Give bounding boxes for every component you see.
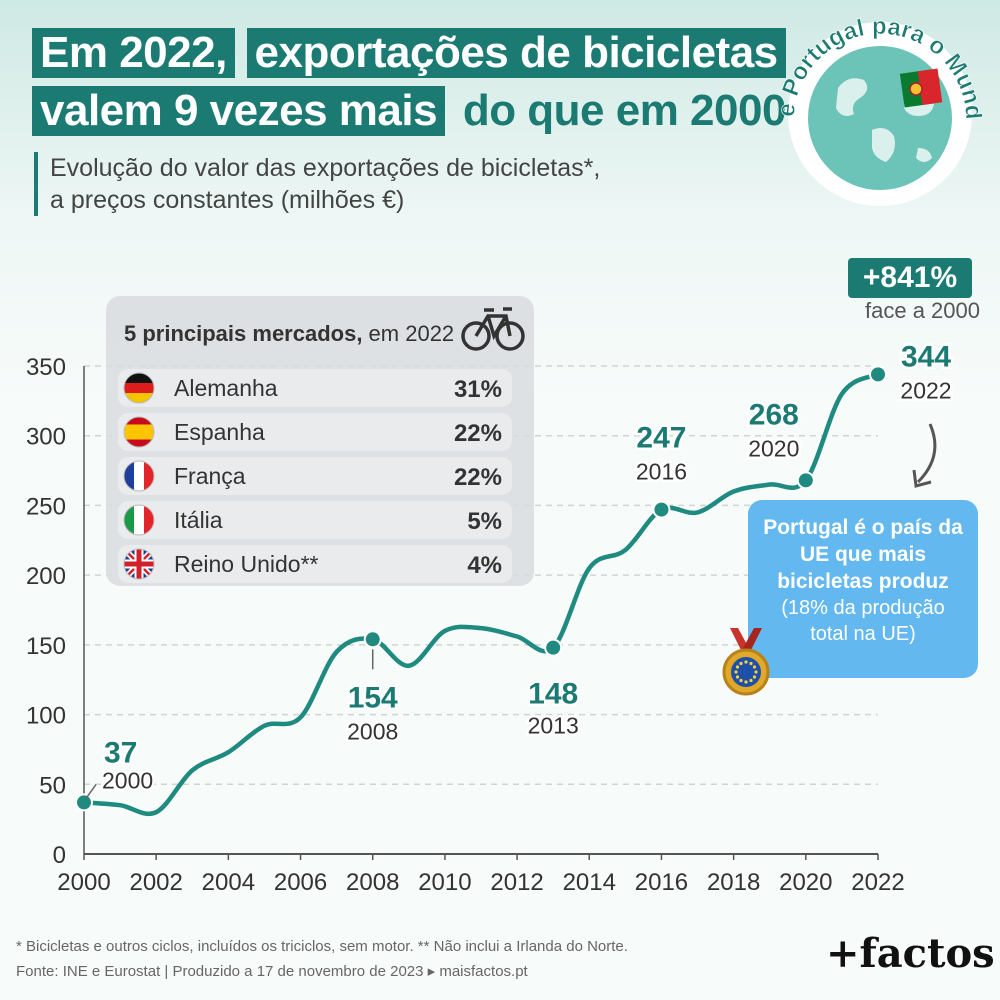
callout-bold-text: Portugal é o país da UE que mais bicicle… (763, 516, 963, 593)
subtitle-line-1: Evolução do valor das exportações de bic… (50, 154, 601, 182)
legend-row: Itália 5% (118, 501, 512, 539)
annotation-value: 148 (528, 678, 578, 711)
annotation-value: 247 (636, 422, 686, 455)
y-tick-label: 50 (39, 772, 66, 799)
arrow-head-icon (912, 469, 932, 488)
y-tick-label: 350 (26, 354, 66, 381)
curved-arrow-icon (916, 423, 937, 484)
legend-share: 5% (467, 508, 502, 535)
annotation-year: 2000 (102, 767, 153, 793)
data-point-marker (796, 471, 815, 490)
legend-country: Reino Unido** (174, 551, 319, 577)
data-point-marker (544, 638, 563, 657)
legend-share: 22% (454, 420, 502, 447)
annotation-year: 2013 (528, 713, 579, 739)
y-tick-label: 0 (53, 842, 66, 869)
growth-badge-label: face a 2000 (865, 298, 980, 323)
legend-row: França 22% (118, 457, 512, 495)
annotation-year: 2020 (748, 435, 799, 461)
legend-row: Reino Unido** 4% (118, 545, 512, 583)
germany-flag-icon (124, 373, 154, 403)
top-markets-legend: 5 principais mercados, em 2022 Alemanha 3… (106, 296, 534, 586)
annotation-value: 344 (901, 340, 951, 373)
title-plain-2: do que em 2000 (462, 86, 787, 135)
x-tick-label: 2016 (635, 869, 688, 896)
chart-subtitle: Evolução do valor das exportações de bic… (34, 152, 710, 216)
y-axis-ticks: 0 50 100 150 200 250 300 350 (26, 354, 66, 869)
leader-line (85, 783, 97, 799)
data-point-marker (652, 500, 671, 519)
footnote: * Bicicletas e outros ciclos, incluídos … (16, 938, 628, 955)
legend-country: França (174, 463, 246, 489)
series-line (81, 372, 881, 817)
annotation-year: 2008 (347, 718, 398, 744)
x-tick-label: 2004 (202, 869, 255, 896)
legend-share: 4% (467, 552, 502, 579)
legend-row: Espanha 22% (118, 413, 512, 451)
data-point-marker (363, 630, 382, 649)
bicycle-icon (461, 307, 525, 351)
x-tick-label: 2022 (851, 869, 904, 896)
france-flag-icon (124, 461, 154, 491)
x-tick-label: 2006 (274, 869, 327, 896)
x-tick-label: 2020 (779, 869, 832, 896)
callout-normal-text: (18% da produção total na UE) (781, 597, 945, 645)
x-tick-label: 2008 (346, 869, 399, 896)
legend-country: Itália (174, 507, 223, 533)
legend-country: Alemanha (174, 375, 278, 401)
y-tick-label: 100 (26, 703, 66, 730)
title-highlight-2: valem 9 vezes mais (32, 86, 446, 136)
subtitle-line-2: a preços constantes (milhões €) (50, 186, 405, 214)
x-tick-label: 2018 (707, 869, 760, 896)
x-tick-label: 2010 (418, 869, 471, 896)
x-tick-label: 2014 (563, 869, 616, 896)
y-tick-label: 300 (26, 424, 66, 451)
data-point-marker (869, 365, 887, 384)
x-tick-label: 2012 (490, 869, 543, 896)
y-tick-label: 150 (26, 633, 66, 660)
annotation-year: 2016 (636, 459, 687, 485)
annotation-year: 2022 (900, 377, 951, 403)
uk-flag-icon (124, 549, 154, 579)
data-point-marker (75, 793, 93, 812)
y-tick-label: 250 (26, 493, 66, 520)
spain-flag-icon (124, 417, 154, 447)
y-tick-label: 200 (26, 563, 66, 590)
annotation-value: 154 (348, 681, 398, 714)
italy-flag-icon (124, 505, 154, 535)
eu-medal-icon (720, 628, 772, 698)
legend-share: 31% (454, 376, 502, 403)
legend-row: Alemanha 31% (118, 369, 512, 407)
x-axis-ticks: 2000 2002 2004 2006 2008 2010 2012 2014 2016 2018… (57, 854, 905, 896)
source-line: Fonte: INE e Eurostat | Produzido a 17 d… (16, 963, 528, 980)
eu-producer-callout: Portugal é o país da UE que mais bicicle… (748, 500, 978, 678)
growth-badge: +841% (848, 258, 972, 298)
portugal-flag-icon (899, 68, 943, 108)
maisfactos-logo: +factos (826, 930, 995, 977)
legend-share: 22% (454, 464, 502, 491)
title-highlight-1b: exportações de bicicletas (246, 28, 786, 78)
x-tick-label: 2000 (57, 869, 110, 896)
legend-title: 5 principais mercados, em 2022 (124, 321, 454, 346)
globe-icon: De Portugal para o Mundo (769, 0, 988, 212)
x-tick-label: 2002 (129, 869, 182, 896)
data-points (75, 365, 887, 812)
legend-country: Espanha (174, 419, 265, 445)
chart-title-line-1: Em 2022, exportações de bicicletas (32, 28, 786, 78)
title-highlight-1: Em 2022, (32, 28, 235, 78)
annotation-value: 37 (104, 736, 137, 769)
annotation-value: 268 (749, 398, 799, 431)
chart-title-line-2: valem 9 vezes mais do que em 2000 (32, 86, 792, 136)
